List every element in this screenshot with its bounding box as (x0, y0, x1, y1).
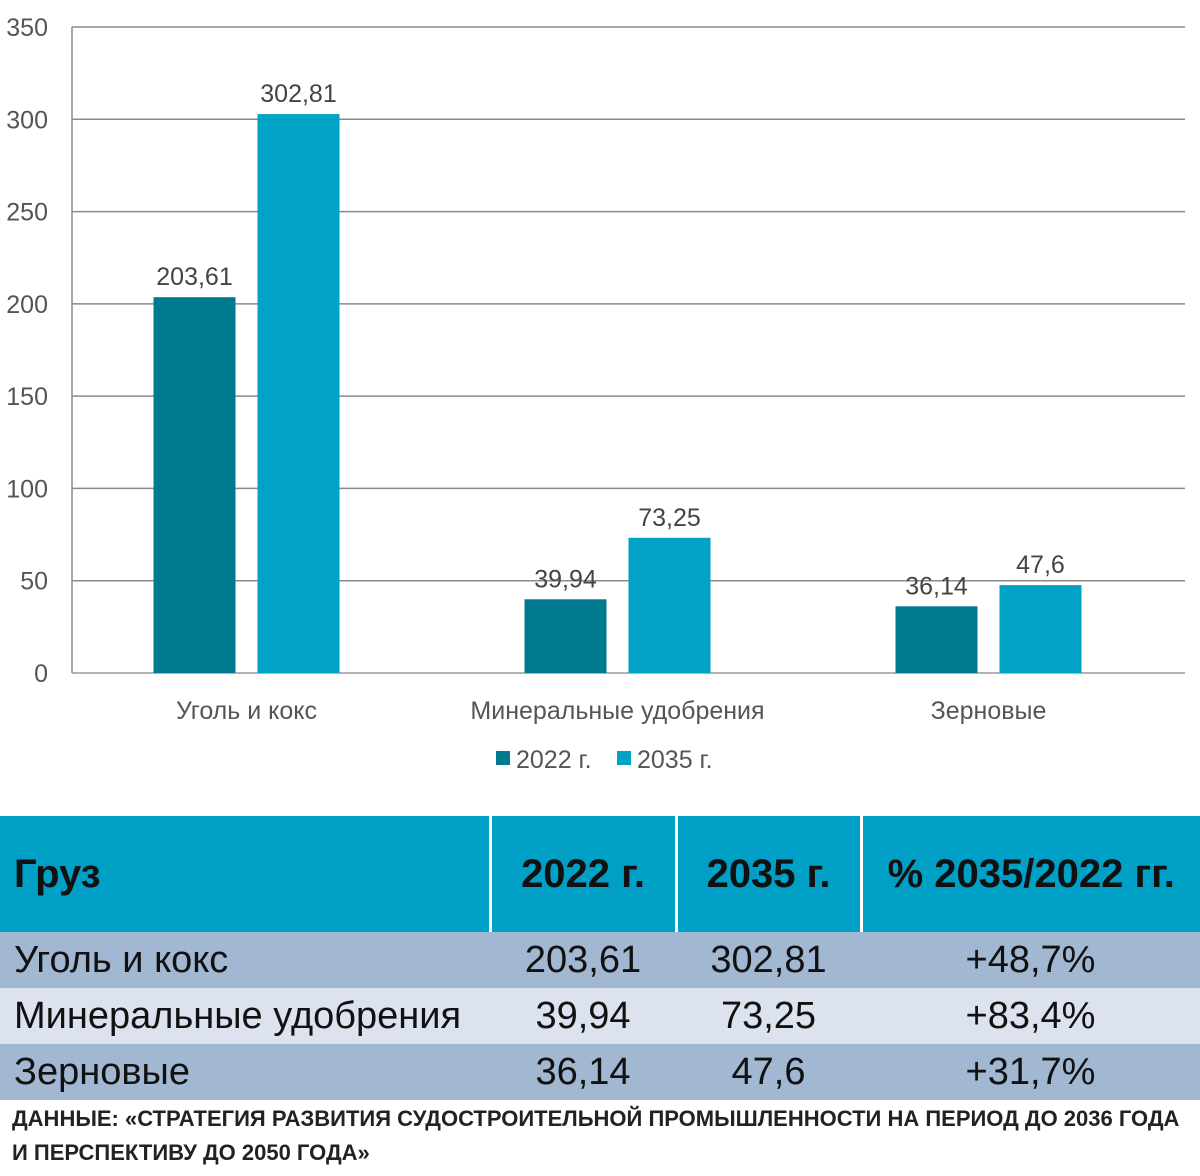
cell-2035: 302,81 (676, 932, 861, 988)
y-tick-label: 200 (6, 291, 48, 319)
cell-2035: 47,6 (676, 1044, 861, 1100)
header-percent: % 2035/2022 гг. (861, 816, 1200, 932)
table-row: Уголь и кокс 203,61 302,81 +48,7% (0, 932, 1200, 988)
y-tick-label: 150 (6, 383, 48, 411)
cell-cargo: Уголь и кокс (0, 932, 490, 988)
y-tick-label: 0 (34, 660, 48, 688)
cell-percent: +31,7% (861, 1044, 1200, 1100)
chart-data-labels: 203,61 302,81 39,94 73,25 36,14 47,6 (156, 80, 1065, 600)
legend-swatch (617, 751, 631, 765)
source-note: ДАННЫЕ: «СТРАТЕГИЯ РАЗВИТИЯ СУДОСТРОИТЕЛ… (12, 1106, 1180, 1165)
cell-percent: +48,7% (861, 932, 1200, 988)
cell-2035: 73,25 (676, 988, 861, 1044)
chart-legend: 2022 г. 2035 г. (496, 746, 713, 774)
table-row: Зерновые 36,14 47,6 +31,7% (0, 1044, 1200, 1100)
data-label: 203,61 (156, 263, 232, 291)
bar-chart: 0 50 100 150 200 250 300 350 203,61 302,81 39,94 7… (6, 14, 1185, 774)
cell-cargo: Минеральные удобрения (0, 988, 490, 1044)
y-tick-label: 50 (20, 568, 48, 596)
header-2022: 2022 г. (490, 816, 678, 932)
legend-swatch (496, 751, 510, 765)
bar-2022 (153, 297, 236, 673)
cell-2022: 203,61 (490, 932, 676, 988)
data-label: 302,81 (260, 80, 336, 108)
cell-cargo: Зерновые (0, 1044, 490, 1100)
data-label: 73,25 (638, 504, 701, 532)
y-axis-ticks: 0 50 100 150 200 250 300 350 (6, 14, 48, 688)
data-label: 39,94 (534, 565, 597, 593)
y-tick-label: 300 (6, 106, 48, 134)
bar-2022 (895, 606, 978, 673)
table-row: Минеральные удобрения 39,94 73,25 +83,4% (0, 988, 1200, 1044)
cell-percent: +83,4% (861, 988, 1200, 1044)
bar-2022 (524, 599, 607, 673)
category-label: Уголь и кокс (176, 697, 317, 725)
legend-label: 2035 г. (637, 746, 713, 774)
y-tick-label: 100 (6, 475, 48, 503)
header-2035: 2035 г. (676, 816, 863, 932)
cell-2022: 36,14 (490, 1044, 676, 1100)
data-label: 47,6 (1016, 551, 1065, 579)
legend-label: 2022 г. (516, 746, 592, 774)
bar-2035 (999, 585, 1082, 673)
y-tick-label: 250 (6, 199, 48, 227)
cell-2022: 39,94 (490, 988, 676, 1044)
chart-bars (153, 114, 1082, 674)
x-axis-categories: Уголь и кокс Минеральные удобрения Зерновы… (176, 697, 1046, 725)
header-cargo: Груз (0, 816, 492, 932)
category-label: Зерновые (931, 697, 1047, 725)
bar-2035 (628, 537, 711, 673)
bar-2035 (257, 114, 340, 674)
table-header-row: Груз 2022 г. 2035 г. % 2035/2022 гг. (0, 816, 1200, 932)
cargo-table: Груз 2022 г. 2035 г. % 2035/2022 гг. Уго… (0, 816, 1200, 1100)
data-label: 36,14 (905, 572, 968, 600)
category-label: Минеральные удобрения (470, 697, 764, 725)
y-tick-label: 350 (6, 14, 48, 42)
